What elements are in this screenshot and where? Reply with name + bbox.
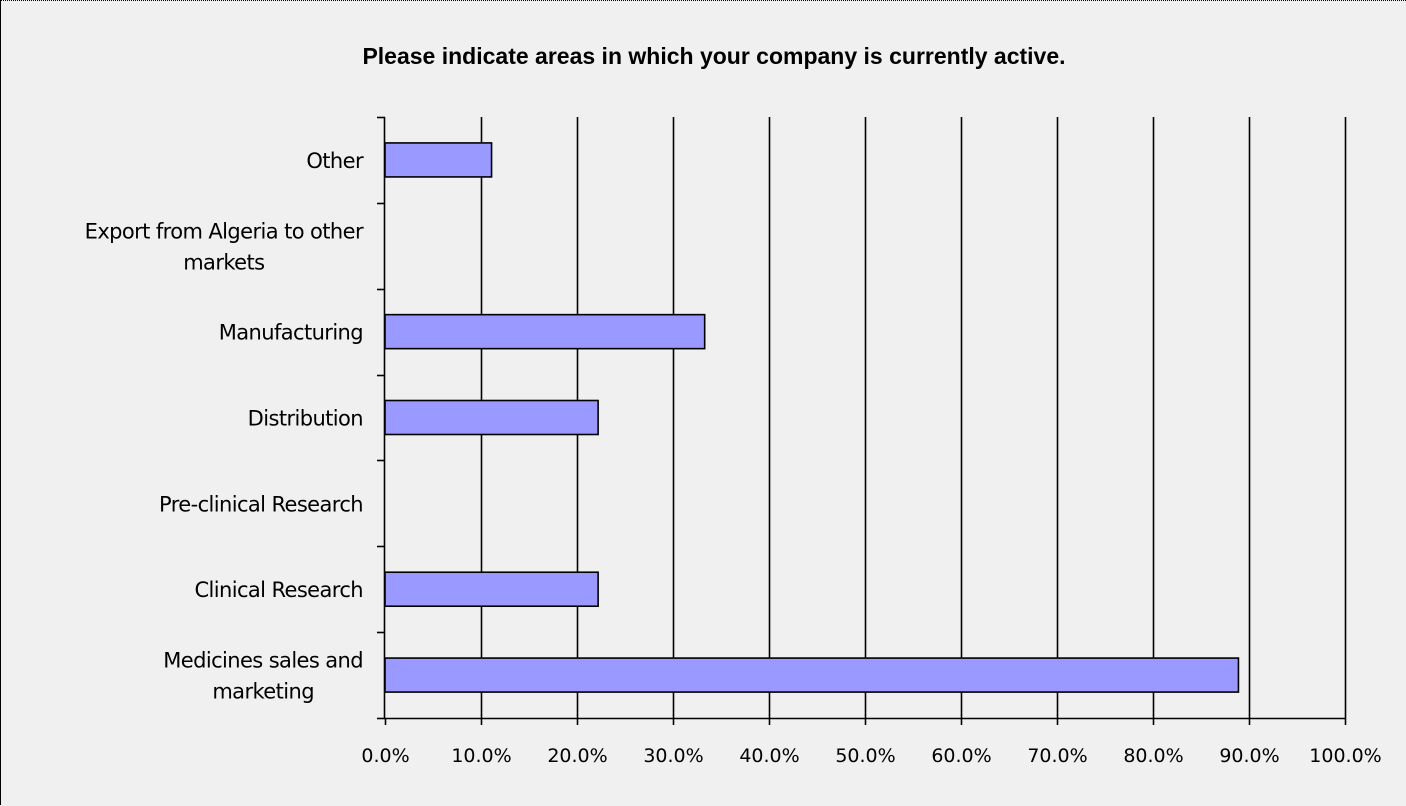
- category-label: Manufacturing: [219, 321, 363, 345]
- bar-distribution: [384, 399, 599, 436]
- x-tick-label: 10.0%: [451, 745, 511, 767]
- x-tick-label: 0.0%: [361, 745, 409, 767]
- x-tick-label: 30.0%: [643, 745, 703, 767]
- bar-medicines-sales-and-marketing: [384, 657, 1240, 693]
- x-tick-label: 60.0%: [931, 745, 991, 767]
- x-tick-label: 50.0%: [835, 745, 895, 767]
- x-tick-label: 70.0%: [1027, 745, 1087, 767]
- bar-manufacturing: [384, 313, 706, 350]
- bar-clinical-research: [384, 571, 599, 608]
- chart-title: Please indicate areas in which your comp…: [362, 43, 1066, 69]
- x-tick-label: 90.0%: [1219, 745, 1279, 767]
- category-label: Clinical Research: [194, 578, 363, 602]
- category-label: Other: [306, 149, 364, 173]
- x-tick-label: 20.0%: [547, 745, 607, 767]
- bars: [384, 142, 1240, 693]
- category-label: Medicines sales and marketing: [163, 649, 363, 704]
- category-label: Pre-clinical Research: [159, 492, 363, 516]
- x-tick-label: 80.0%: [1123, 745, 1183, 767]
- category-label: Export from Algeria to other markets: [85, 219, 364, 274]
- x-tick-label: 40.0%: [739, 745, 799, 767]
- axes: [377, 116, 1347, 725]
- gridlines: [480, 117, 1347, 718]
- x-tick-label: 100.0%: [1309, 745, 1381, 767]
- category-label: Distribution: [248, 407, 363, 431]
- labels: 0.0% 10.0% 20.0% 30.0% 40.0% 50.0% 60.0% 70.0% 8…: [85, 149, 1382, 767]
- bar-other: [384, 142, 493, 178]
